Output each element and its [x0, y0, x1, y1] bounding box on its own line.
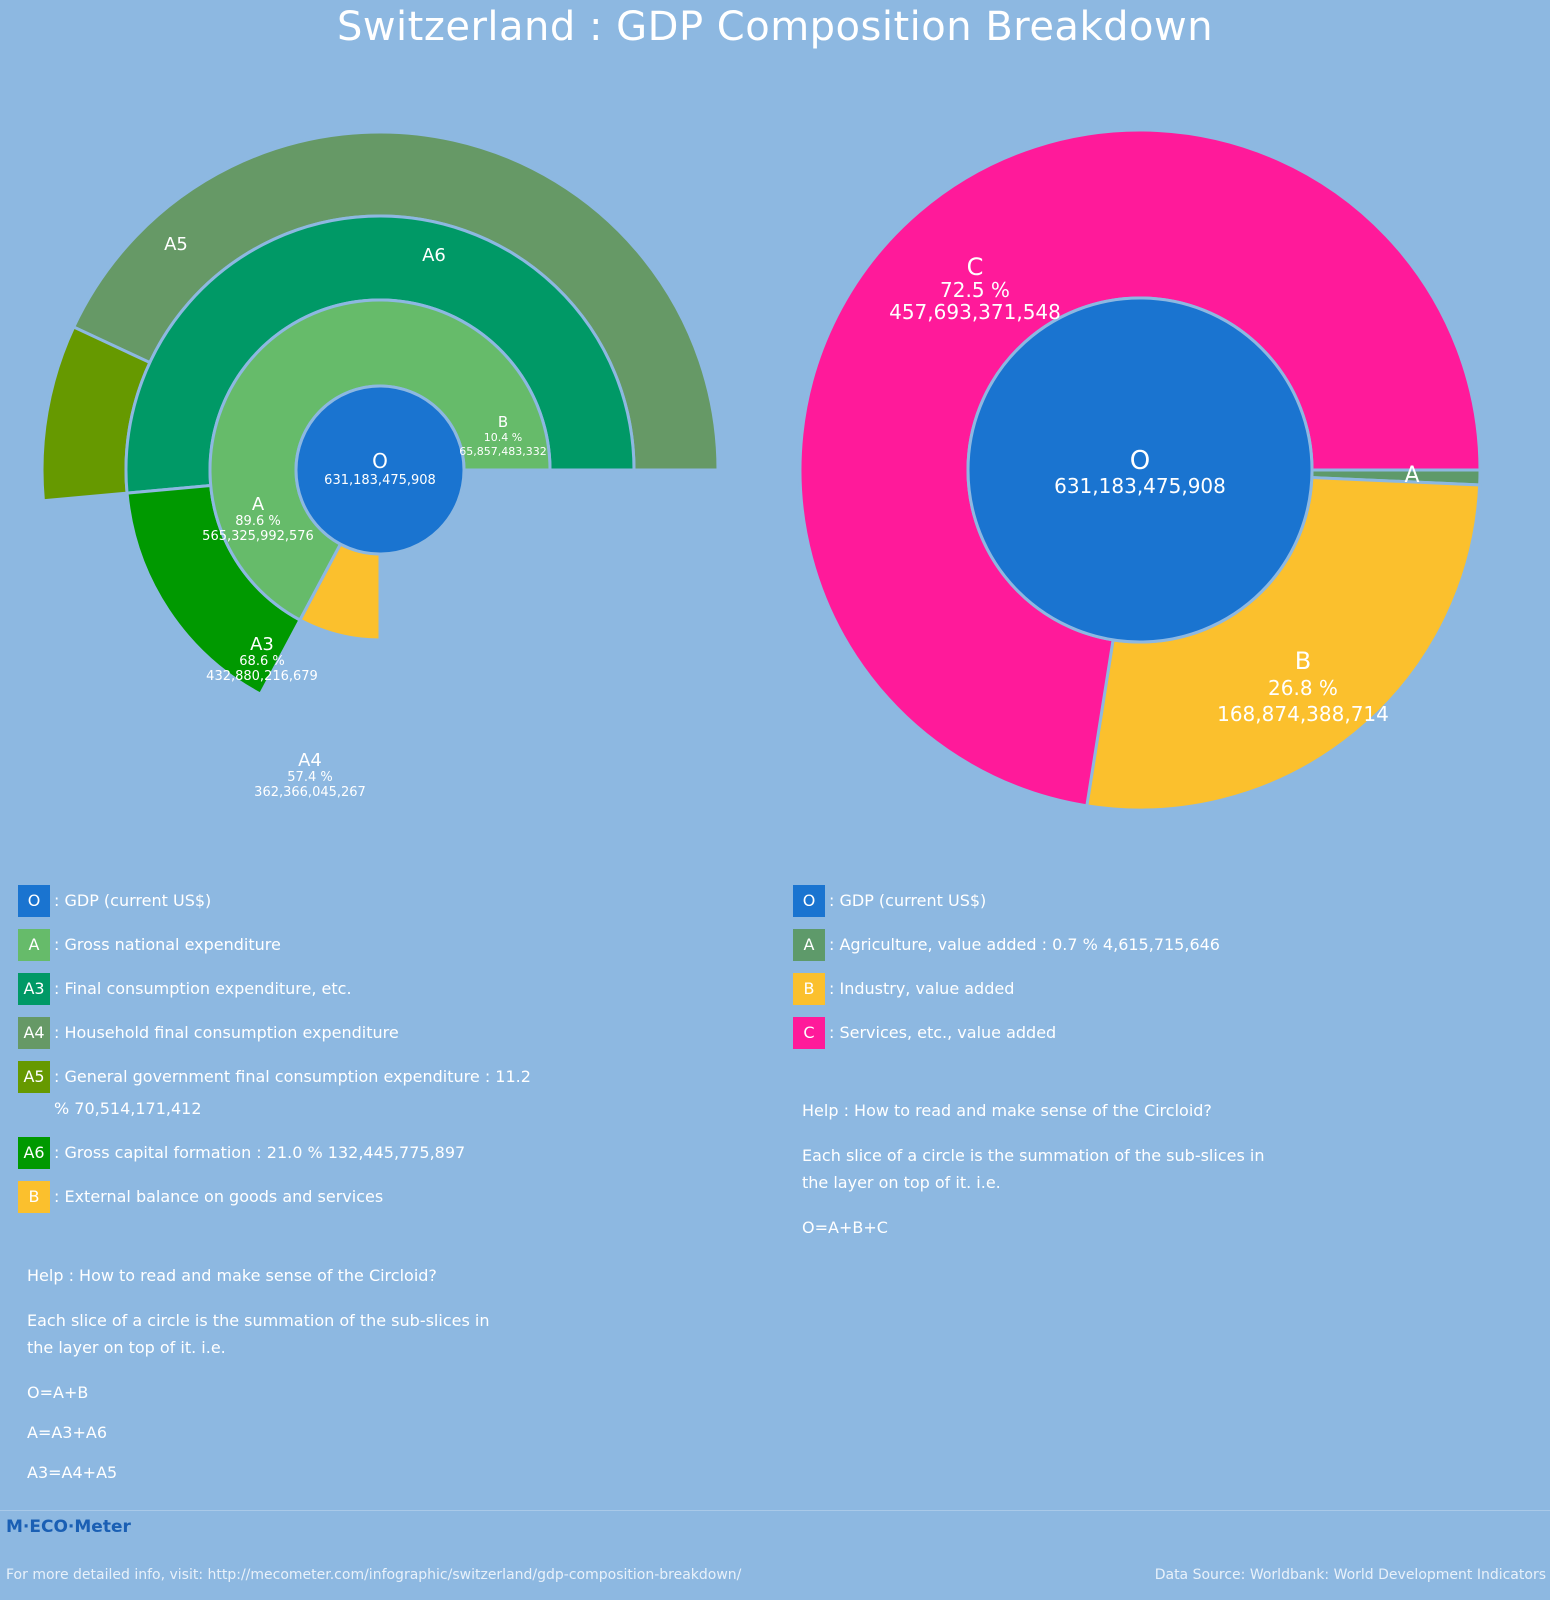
slice-value-label: 457,693,371,548 [889, 300, 1061, 324]
legend-swatch: A [18, 929, 50, 961]
legend-label: : Industry, value added [829, 979, 1015, 998]
legend-right: O : GDP (current US$) A : Agriculture, v… [793, 885, 1493, 1061]
slice-value-label: 565,325,992,576 [202, 529, 314, 544]
footer-divider [0, 1510, 1550, 1511]
center-value-label: 631,183,475,908 [1054, 474, 1226, 498]
footer-source-link[interactable]: For more detailed info, visit: http://me… [6, 1567, 742, 1583]
slice-label: C [967, 253, 984, 281]
legend-item-a4: A4 : Household final consumption expendi… [18, 1017, 558, 1049]
slice-label: A [252, 494, 265, 515]
slice-percent-label: 57.4 % [287, 770, 332, 785]
legend-swatch: A4 [18, 1017, 50, 1049]
legend-swatch: O [18, 885, 50, 917]
legend-label: : Gross capital formation : 21.0 % 132,4… [54, 1143, 466, 1162]
slice-o-center [966, 296, 1314, 644]
help-body: Each slice of a circle is the summation … [27, 1311, 490, 1357]
legend-label: : External balance on goods and services [54, 1187, 384, 1206]
legend-label: : Services, etc., value added [829, 1023, 1057, 1042]
slice-o-center [294, 384, 466, 556]
center-label: O [1130, 446, 1150, 476]
center-label: O [372, 449, 388, 473]
legend-swatch: A3 [18, 973, 50, 1005]
legend-label: : Final consumption expenditure, etc. [54, 979, 352, 998]
legend-swatch: O [793, 885, 825, 917]
legend-item-a3: A3 : Final consumption expenditure, etc. [18, 973, 558, 1005]
slice-value-label: 362,366,045,267 [254, 785, 366, 800]
legend-item-o: O : GDP (current US$) [793, 885, 1493, 917]
slice-percent-label: 68.6 % [239, 654, 284, 669]
legend-item-o: O : GDP (current US$) [18, 885, 558, 917]
legend-left: O : GDP (current US$) A : Gross national… [18, 885, 558, 1225]
legend-label: : Gross national expenditure [54, 935, 281, 954]
help-left: Help : How to read and make sense of the… [27, 1262, 517, 1499]
slice-value-label: 65,857,483,332 [459, 445, 546, 458]
slice-percent-label: 26.8 % [1268, 676, 1338, 700]
legend-label: : Agriculture, value added : 0.7 % 4,615… [829, 935, 1220, 954]
legend-swatch: A6 [18, 1137, 50, 1169]
help-right: Help : How to read and make sense of the… [802, 1097, 1292, 1254]
legend-swatch: B [18, 1181, 50, 1213]
legend-label: : General government final consumption e… [54, 1067, 531, 1118]
mecometer-logo[interactable]: M·ECO·Meter [6, 1517, 131, 1537]
legend-item-b: B : Industry, value added [793, 973, 1493, 1005]
slice-percent-label: 10.4 % [484, 431, 522, 444]
help-heading: Help : How to read and make sense of the… [27, 1266, 437, 1285]
legend-label: : Household final consumption expenditur… [54, 1023, 399, 1042]
slice-percent-label: 72.5 % [940, 278, 1010, 302]
center-value-label: 631,183,475,908 [324, 473, 436, 488]
slice-label: A6 [422, 245, 446, 266]
help-equation: A=A3+A6 [27, 1423, 108, 1442]
slice-value-label: 168,874,388,714 [1217, 702, 1389, 726]
legend-item-a5: A5 : General government final consumptio… [18, 1061, 558, 1125]
legend-label: : GDP (current US$) [829, 891, 987, 910]
slice-label: A5 [164, 234, 188, 255]
slice-value-label: 432,880,216,679 [206, 669, 318, 684]
legend-swatch: C [793, 1017, 825, 1049]
legend-swatch: A5 [18, 1061, 50, 1093]
legend-swatch: B [793, 973, 825, 1005]
help-equation: O=A+B+C [802, 1218, 888, 1237]
legend-item-b: B : External balance on goods and servic… [18, 1181, 558, 1213]
slice-label: A4 [298, 750, 322, 771]
help-equation: A3=A4+A5 [27, 1463, 118, 1482]
slice-label: A [1404, 463, 1419, 488]
help-equation: O=A+B [27, 1383, 89, 1402]
slice-percent-label: 89.6 % [235, 514, 280, 529]
legend-item-a: A : Agriculture, value added : 0.7 % 4,6… [793, 929, 1493, 961]
slice-label: B [498, 413, 508, 431]
legend-item-a: A : Gross national expenditure [18, 929, 558, 961]
legend-swatch: A [793, 929, 825, 961]
legend-item-c: C : Services, etc., value added [793, 1017, 1493, 1049]
help-heading: Help : How to read and make sense of the… [802, 1101, 1212, 1120]
slice-label: B [1295, 647, 1311, 675]
help-body: Each slice of a circle is the summation … [802, 1146, 1265, 1192]
slice-label: A3 [250, 634, 274, 655]
legend-item-a6: A6 : Gross capital formation : 21.0 % 13… [18, 1137, 558, 1169]
page-title: Switzerland : GDP Composition Breakdown [336, 4, 1214, 50]
legend-label: : GDP (current US$) [54, 891, 212, 910]
footer-data-source: Data Source: Worldbank: World Developmen… [1154, 1567, 1546, 1583]
